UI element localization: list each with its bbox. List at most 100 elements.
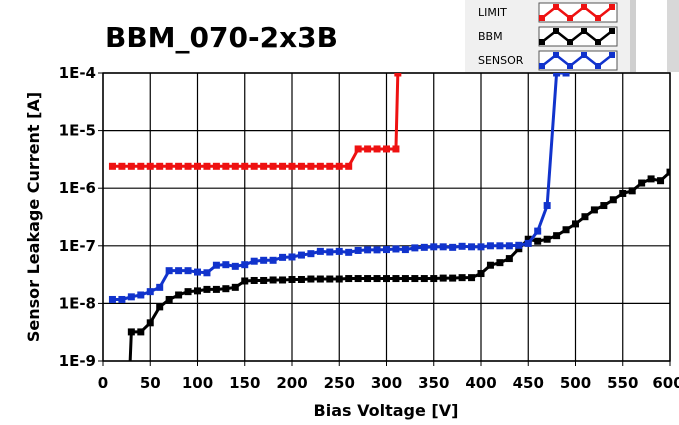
x-tick-label: 250 [324, 374, 355, 392]
data-point [279, 162, 287, 170]
data-point [411, 275, 419, 283]
data-point [373, 145, 381, 153]
data-point [212, 285, 220, 293]
x-tick-label: 400 [465, 374, 496, 392]
data-point [562, 226, 570, 234]
y-tick-label: 1E-6 [59, 179, 96, 197]
x-tick-label: 500 [560, 374, 591, 392]
data-point [156, 283, 164, 291]
x-tick-label: 50 [140, 374, 161, 392]
y-tick-label: 1E-7 [59, 237, 96, 255]
data-point [430, 243, 438, 251]
data-point [638, 179, 646, 187]
legend-swatch-marker [553, 28, 559, 34]
data-point [203, 285, 211, 293]
data-point [175, 162, 183, 170]
data-point [108, 295, 116, 303]
legend-label-limit: LIMIT [478, 6, 507, 19]
data-point [326, 248, 334, 256]
data-point [364, 145, 372, 153]
data-point [288, 162, 296, 170]
legend-swatch-marker [539, 63, 545, 69]
data-point [553, 73, 561, 77]
data-point [449, 274, 457, 282]
data-point [118, 295, 126, 303]
data-point [354, 145, 362, 153]
right-scrollbar[interactable] [667, 0, 679, 72]
x-axis-label: Bias Voltage [V] [314, 401, 459, 420]
legend-swatch-marker [539, 39, 545, 45]
data-point [250, 276, 258, 284]
data-point [345, 248, 353, 256]
data-point [505, 242, 513, 250]
x-tick-label: 150 [229, 374, 260, 392]
legend-swatch-marker [581, 52, 587, 58]
legend-swatch-marker [609, 4, 615, 10]
data-point [543, 235, 551, 243]
data-point [127, 328, 135, 336]
y-tick-label: 1E-9 [59, 352, 96, 370]
data-point [354, 275, 362, 283]
data-point [647, 175, 655, 183]
data-point [250, 257, 258, 265]
data-point [562, 73, 570, 77]
data-point [335, 275, 343, 283]
data-point [175, 267, 183, 275]
data-point [269, 276, 277, 284]
data-point [146, 162, 154, 170]
data-point [126, 375, 133, 382]
y-axis-label: Sensor Leakage Current [A] [24, 92, 43, 342]
data-point [146, 288, 154, 296]
legend-swatch-marker [567, 63, 573, 69]
data-point [609, 196, 617, 204]
data-point [307, 275, 315, 283]
data-point [590, 206, 598, 214]
data-point [486, 242, 494, 250]
data-point [383, 275, 390, 283]
data-point [326, 275, 334, 283]
data-point [383, 145, 390, 153]
data-point [373, 275, 381, 283]
data-point [364, 246, 372, 254]
tick-labels: 0 50 100 150 200 250 300 350 400 450 500 550 600 1E-9… [59, 64, 679, 392]
data-point [543, 202, 551, 210]
legend-label-sensor: SENSOR [478, 54, 524, 67]
data-point [137, 328, 145, 336]
data-point [194, 162, 201, 170]
data-point [222, 261, 230, 269]
legend-swatch-marker [553, 52, 559, 58]
x-tick-label: 550 [607, 374, 638, 392]
data-point [439, 243, 447, 251]
data-point [222, 285, 230, 293]
data-point [250, 162, 258, 170]
data-point [666, 168, 670, 176]
legend-swatch-marker [595, 15, 601, 21]
legend-swatch-marker [595, 63, 601, 69]
data-point [335, 162, 343, 170]
data-point [316, 162, 324, 170]
data-point [108, 162, 116, 170]
x-tick-label: 350 [418, 374, 449, 392]
legend-swatch-marker [553, 4, 559, 10]
data-point [345, 275, 353, 283]
data-point [269, 162, 277, 170]
data-point [468, 274, 476, 282]
data-point [477, 243, 485, 251]
data-point [288, 275, 296, 283]
data-point [137, 162, 145, 170]
series-layer [108, 73, 670, 382]
chart-title: BBM_070-2x3B [105, 21, 338, 54]
x-tick-label: 300 [371, 374, 402, 392]
data-point [458, 274, 466, 282]
data-point [619, 189, 627, 197]
data-point [146, 319, 154, 327]
data-point [260, 256, 268, 264]
data-point [524, 239, 532, 247]
data-point [297, 162, 305, 170]
data-point [345, 162, 353, 170]
data-point [279, 253, 287, 261]
legend-swatch-marker [581, 4, 587, 10]
data-point [269, 256, 277, 264]
data-point [364, 275, 372, 283]
data-point [326, 162, 334, 170]
